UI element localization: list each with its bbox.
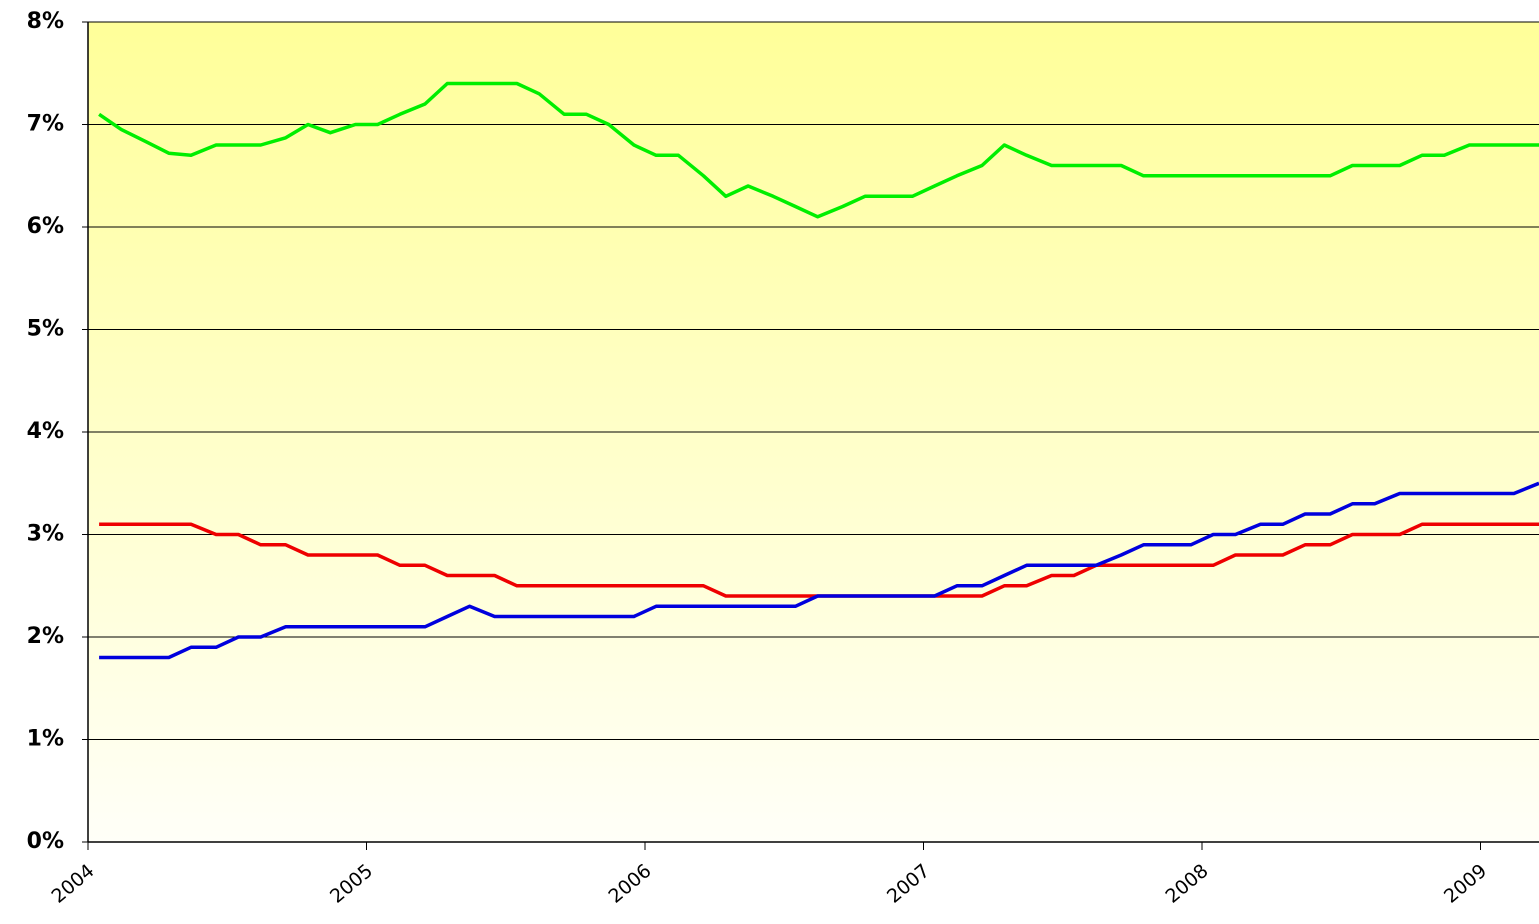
y-tick-label: 0%: [27, 829, 64, 854]
y-tick-label: 6%: [27, 214, 64, 239]
x-tick-label: 2005: [326, 860, 377, 908]
y-tick-label: 8%: [27, 9, 64, 34]
y-tick-label: 4%: [27, 419, 64, 444]
y-tick-label: 7%: [27, 112, 64, 137]
y-tick-label: 5%: [27, 317, 64, 342]
series-line: [98, 81, 1539, 219]
y-tick-label: 3%: [27, 522, 64, 547]
x-tick-label: 2009: [1440, 860, 1491, 908]
x-tick-label: 2004: [47, 860, 98, 908]
x-tick-label: 2007: [883, 860, 934, 908]
x-tick-label: 2008: [1161, 860, 1212, 908]
series-line: [99, 481, 1539, 660]
y-tick-label: 2%: [27, 624, 64, 649]
x-tick-label: 2006: [604, 860, 655, 908]
y-tick-label: 1%: [27, 727, 64, 752]
